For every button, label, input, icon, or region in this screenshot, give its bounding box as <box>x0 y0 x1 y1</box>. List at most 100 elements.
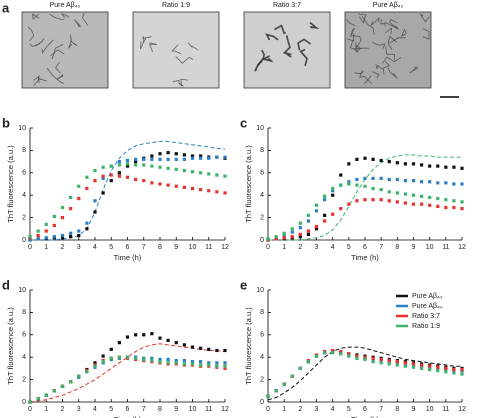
x-tick-label: 0 <box>266 244 270 251</box>
marker <box>371 157 375 161</box>
fibril <box>179 78 189 88</box>
marker <box>85 186 89 191</box>
fibril <box>140 37 147 50</box>
marker <box>60 236 65 240</box>
marker <box>142 357 146 362</box>
x-tick-label: 6 <box>126 244 130 251</box>
y-axis-label: ThT fluorescence (a.u.) <box>6 307 15 385</box>
legend-label: Pure Aβ₄₂ <box>412 293 443 300</box>
fibril <box>385 27 393 34</box>
marker <box>207 361 211 365</box>
marker <box>36 233 40 238</box>
y-tick-label: 6 <box>22 332 26 339</box>
marker <box>452 165 456 169</box>
fibril <box>372 41 386 49</box>
x-tick-label: 12 <box>458 406 466 413</box>
marker <box>166 183 170 187</box>
marker <box>215 348 219 353</box>
image-label: Pure Aβ₄₀ <box>50 2 81 9</box>
marker <box>223 174 227 178</box>
marker <box>452 199 456 203</box>
marker <box>77 233 81 238</box>
marker <box>190 170 195 174</box>
marker <box>93 361 97 365</box>
marker <box>69 235 73 239</box>
marker <box>331 348 335 353</box>
marker <box>223 361 227 365</box>
marker <box>282 231 286 235</box>
marker <box>134 160 138 164</box>
marker <box>387 358 391 363</box>
x-tick-label: 3 <box>315 244 319 251</box>
marker <box>452 182 456 186</box>
fibril <box>353 47 369 53</box>
fibril <box>55 61 61 74</box>
marker <box>339 352 343 356</box>
fibril <box>370 16 380 26</box>
marker <box>314 209 319 213</box>
x-tick-label: 9 <box>174 406 178 413</box>
marker <box>134 333 138 337</box>
fibril <box>409 66 418 74</box>
marker <box>182 153 186 157</box>
marker <box>436 196 440 201</box>
marker <box>428 203 432 207</box>
marker <box>166 151 170 155</box>
marker <box>134 163 138 167</box>
marker <box>158 336 162 340</box>
marker <box>460 367 464 372</box>
marker <box>411 162 416 166</box>
marker <box>436 365 440 369</box>
y-tick-label: 4 <box>260 192 264 199</box>
marker <box>182 168 186 173</box>
marker <box>411 202 416 206</box>
marker <box>207 363 211 367</box>
y-tick-label: 0 <box>260 237 264 244</box>
x-tick-label: 1 <box>282 244 286 251</box>
y-tick-label: 8 <box>22 309 26 316</box>
marker <box>379 158 383 163</box>
marker <box>444 165 448 169</box>
marker <box>101 174 105 178</box>
y-tick-label: 2 <box>22 214 26 221</box>
panel-label: b <box>2 115 10 130</box>
marker <box>355 177 359 182</box>
marker <box>322 194 327 198</box>
marker <box>331 351 335 355</box>
marker <box>298 235 302 239</box>
marker <box>174 167 178 172</box>
x-tick-label: 11 <box>442 406 449 413</box>
marker <box>190 156 195 160</box>
marker <box>199 171 203 175</box>
marker <box>166 361 170 365</box>
marker <box>174 152 178 156</box>
fibril <box>309 21 320 30</box>
marker <box>150 332 154 336</box>
marker <box>190 360 195 364</box>
marker <box>314 224 319 229</box>
marker <box>166 166 170 170</box>
marker <box>77 374 81 378</box>
marker <box>444 370 448 374</box>
marker <box>101 176 105 180</box>
y-tick-label: 4 <box>22 192 26 199</box>
marker <box>411 193 416 197</box>
marker <box>60 216 65 220</box>
fibril <box>382 61 391 75</box>
marker <box>117 174 121 178</box>
x-tick-label: 1 <box>44 406 48 413</box>
x-axis-label: Time (h) <box>351 253 379 262</box>
marker <box>117 171 121 175</box>
marker <box>371 176 375 180</box>
fibril <box>299 48 308 67</box>
marker <box>158 357 162 362</box>
marker <box>93 364 97 368</box>
marker <box>322 219 327 223</box>
fibril <box>347 33 355 42</box>
marker <box>60 205 65 210</box>
y-tick-label: 0 <box>260 399 264 406</box>
micrograph <box>344 11 432 89</box>
fibril <box>257 49 265 66</box>
marker <box>306 229 311 233</box>
marker <box>419 202 424 206</box>
